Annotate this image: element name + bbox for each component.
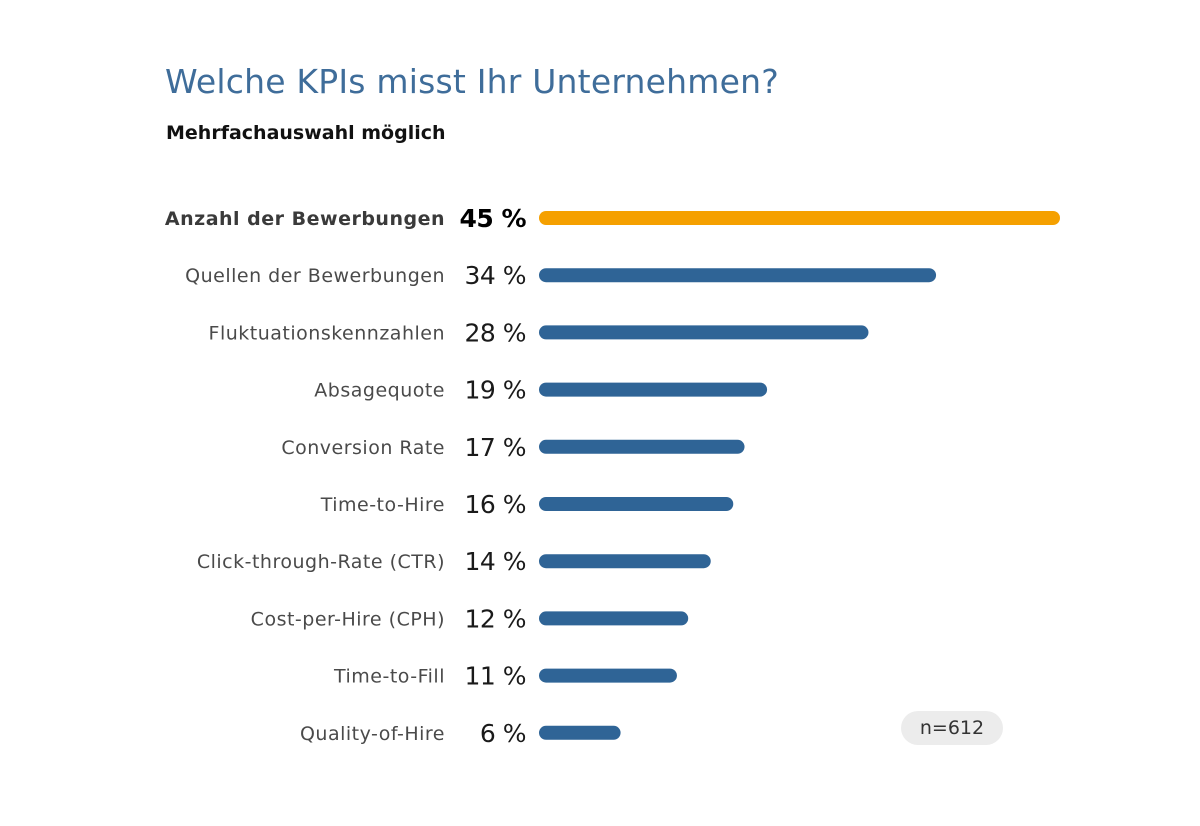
bar-row-anzahl-der-bewerbungen: Anzahl der Bewerbungen 45 %: [165, 204, 1060, 233]
value-label-quality-of-hire: 6 %: [480, 719, 526, 748]
bar-row-click-through-rate-ctr: Click-through-Rate (CTR) 14 %: [197, 547, 711, 576]
category-label-quellen-der-bewerbungen: Quellen der Bewerbungen: [185, 265, 445, 287]
value-label-quellen-der-bewerbungen: 34 %: [464, 261, 526, 290]
category-label-click-through-rate-ctr: Click-through-Rate (CTR): [197, 551, 445, 573]
bar-row-cost-per-hire-cph: Cost-per-Hire (CPH) 12 %: [251, 604, 689, 633]
category-label-time-to-hire: Time-to-Hire: [320, 494, 445, 516]
category-label-absagequote: Absagequote: [314, 380, 445, 402]
chart-subtitle: Mehrfachauswahl möglich: [166, 122, 446, 144]
sample-size-badge: n=612: [901, 711, 1003, 745]
category-label-quality-of-hire: Quality-of-Hire: [300, 723, 445, 745]
bar-row-time-to-hire: Time-to-Hire 16 %: [320, 490, 734, 519]
category-label-conversion-rate: Conversion Rate: [281, 437, 445, 459]
bar-row-quality-of-hire: Quality-of-Hire 6 %: [300, 719, 621, 748]
category-label-anzahl-der-bewerbungen: Anzahl der Bewerbungen: [165, 208, 445, 230]
value-label-click-through-rate-ctr: 14 %: [464, 547, 526, 576]
value-label-conversion-rate: 17 %: [464, 433, 526, 462]
bar-row-time-to-fill: Time-to-Fill 11 %: [333, 662, 677, 691]
value-label-time-to-fill: 11 %: [464, 662, 526, 691]
value-label-absagequote: 19 %: [464, 376, 526, 405]
bar-row-absagequote: Absagequote 19 %: [314, 376, 768, 405]
value-label-time-to-hire: 16 %: [464, 490, 526, 519]
bar-row-fluktuationskennzahlen: Fluktuationskennzahlen 28 %: [209, 318, 869, 347]
category-label-fluktuationskennzahlen: Fluktuationskennzahlen: [209, 322, 445, 344]
value-label-anzahl-der-bewerbungen: 45 %: [459, 204, 526, 233]
category-label-time-to-fill: Time-to-Fill: [333, 666, 445, 688]
value-label-cost-per-hire-cph: 12 %: [464, 604, 526, 633]
value-label-fluktuationskennzahlen: 28 %: [464, 318, 526, 347]
chart-title: Welche KPIs misst Ihr Unternehmen?: [165, 62, 779, 101]
bar-row-quellen-der-bewerbungen: Quellen der Bewerbungen 34 %: [185, 261, 937, 290]
category-label-cost-per-hire-cph: Cost-per-Hire (CPH): [251, 608, 445, 630]
bar-row-conversion-rate: Conversion Rate 17 %: [281, 433, 745, 462]
